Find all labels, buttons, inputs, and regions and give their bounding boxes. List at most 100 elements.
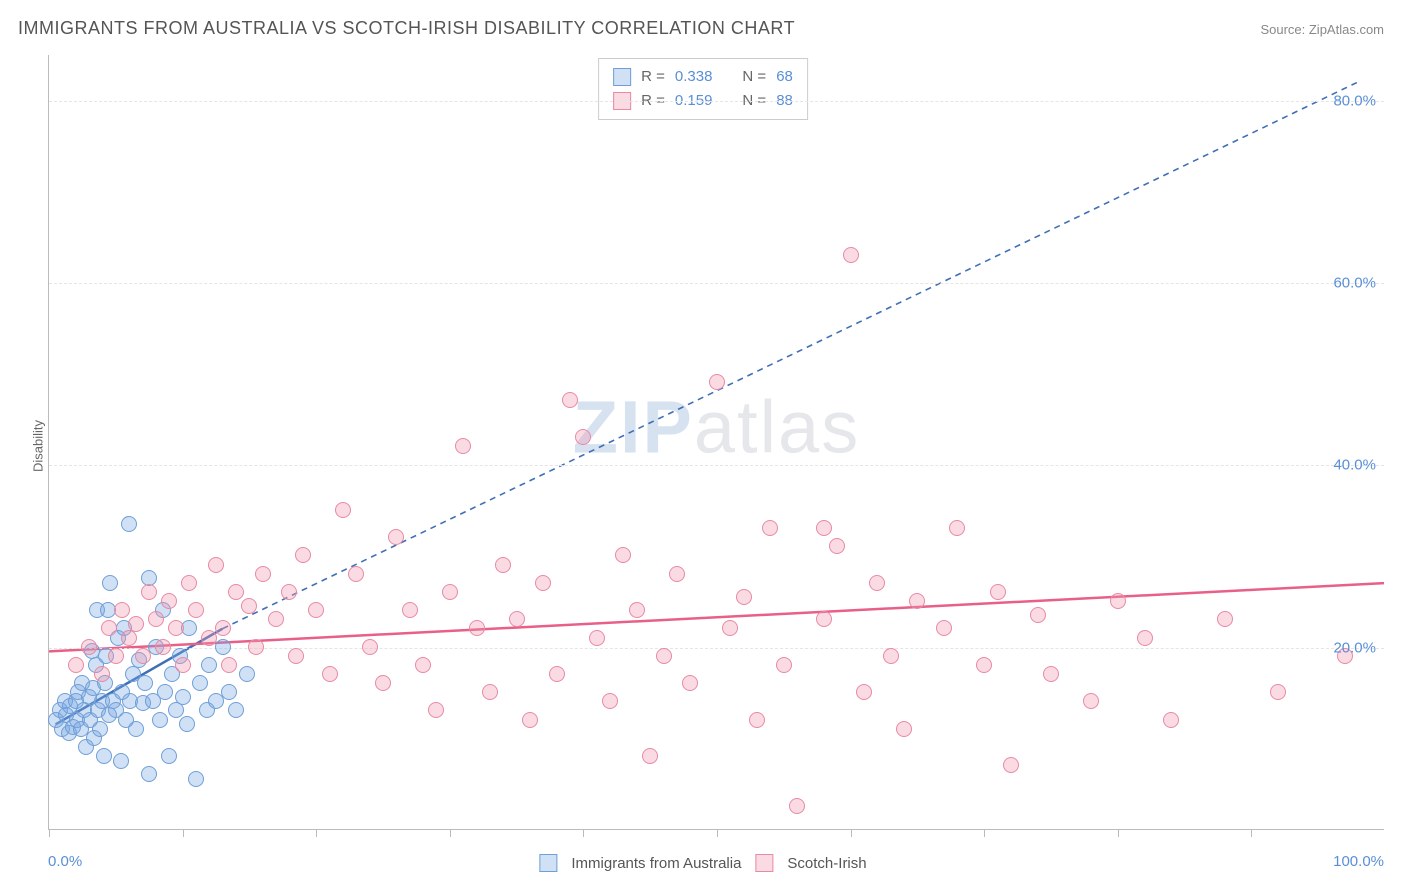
point-scotch-irish: [215, 620, 231, 636]
gridline: [49, 101, 1384, 102]
point-australia: [201, 657, 217, 673]
point-scotch-irish: [656, 648, 672, 664]
point-scotch-irish: [221, 657, 237, 673]
x-tick: [316, 829, 317, 837]
point-australia: [161, 748, 177, 764]
series-swatch: [755, 854, 773, 872]
point-australia: [100, 602, 116, 618]
point-scotch-irish: [749, 712, 765, 728]
x-tick: [583, 829, 584, 837]
point-scotch-irish: [816, 611, 832, 627]
trend-line: [223, 82, 1358, 628]
point-australia: [113, 753, 129, 769]
point-australia: [175, 689, 191, 705]
chart-title: IMMIGRANTS FROM AUSTRALIA VS SCOTCH-IRIS…: [18, 18, 795, 39]
point-scotch-irish: [495, 557, 511, 573]
point-scotch-irish: [549, 666, 565, 682]
point-scotch-irish: [114, 602, 130, 618]
point-scotch-irish: [562, 392, 578, 408]
point-australia: [128, 721, 144, 737]
point-scotch-irish: [1110, 593, 1126, 609]
gridline: [49, 283, 1384, 284]
x-axis-min-label: 0.0%: [48, 853, 82, 870]
point-scotch-irish: [949, 520, 965, 536]
point-scotch-irish: [288, 648, 304, 664]
point-scotch-irish: [843, 247, 859, 263]
point-scotch-irish: [1137, 630, 1153, 646]
point-scotch-irish: [148, 611, 164, 627]
point-scotch-irish: [455, 438, 471, 454]
point-australia: [221, 684, 237, 700]
point-scotch-irish: [1270, 684, 1286, 700]
point-scotch-irish: [375, 675, 391, 691]
x-tick: [183, 829, 184, 837]
y-axis-label: Disability: [31, 420, 46, 472]
watermark: ZIPatlas: [573, 384, 860, 469]
point-scotch-irish: [208, 557, 224, 573]
point-scotch-irish: [1030, 607, 1046, 623]
point-scotch-irish: [155, 639, 171, 655]
point-scotch-irish: [428, 702, 444, 718]
point-scotch-irish: [776, 657, 792, 673]
point-scotch-irish: [94, 666, 110, 682]
point-australia: [92, 721, 108, 737]
point-scotch-irish: [615, 547, 631, 563]
point-scotch-irish: [181, 575, 197, 591]
point-scotch-irish: [669, 566, 685, 582]
point-scotch-irish: [1003, 757, 1019, 773]
point-scotch-irish: [909, 593, 925, 609]
point-scotch-irish: [856, 684, 872, 700]
source-label: Source: ZipAtlas.com: [1260, 22, 1384, 37]
point-scotch-irish: [402, 602, 418, 618]
scatter-plot: ZIPatlas: [48, 55, 1384, 830]
point-scotch-irish: [509, 611, 525, 627]
point-scotch-irish: [255, 566, 271, 582]
point-scotch-irish: [308, 602, 324, 618]
y-tick-label: 80.0%: [1333, 92, 1376, 109]
point-scotch-irish: [161, 593, 177, 609]
point-scotch-irish: [348, 566, 364, 582]
point-scotch-irish: [175, 657, 191, 673]
point-scotch-irish: [936, 620, 952, 636]
x-axis-max-label: 100.0%: [1333, 853, 1384, 870]
point-scotch-irish: [228, 584, 244, 600]
y-tick-label: 60.0%: [1333, 274, 1376, 291]
point-australia: [228, 702, 244, 718]
point-scotch-irish: [482, 684, 498, 700]
point-scotch-irish: [722, 620, 738, 636]
point-australia: [192, 675, 208, 691]
point-scotch-irish: [81, 639, 97, 655]
point-scotch-irish: [736, 589, 752, 605]
point-australia: [96, 748, 112, 764]
x-tick: [984, 829, 985, 837]
y-tick-label: 20.0%: [1333, 639, 1376, 656]
point-australia: [215, 639, 231, 655]
point-australia: [121, 516, 137, 532]
point-scotch-irish: [1043, 666, 1059, 682]
point-scotch-irish: [816, 520, 832, 536]
point-australia: [179, 716, 195, 732]
point-scotch-irish: [883, 648, 899, 664]
point-scotch-irish: [188, 602, 204, 618]
point-scotch-irish: [335, 502, 351, 518]
point-scotch-irish: [976, 657, 992, 673]
point-australia: [152, 712, 168, 728]
point-australia: [141, 766, 157, 782]
point-scotch-irish: [268, 611, 284, 627]
point-australia: [157, 684, 173, 700]
x-tick: [851, 829, 852, 837]
point-scotch-irish: [388, 529, 404, 545]
point-scotch-irish: [629, 602, 645, 618]
x-tick: [1118, 829, 1119, 837]
point-scotch-irish: [168, 620, 184, 636]
y-tick-label: 40.0%: [1333, 457, 1376, 474]
point-scotch-irish: [642, 748, 658, 764]
point-australia: [188, 771, 204, 787]
point-australia: [168, 702, 184, 718]
point-scotch-irish: [602, 693, 618, 709]
point-scotch-irish: [135, 648, 151, 664]
point-scotch-irish: [535, 575, 551, 591]
point-scotch-irish: [762, 520, 778, 536]
point-scotch-irish: [1083, 693, 1099, 709]
point-scotch-irish: [869, 575, 885, 591]
